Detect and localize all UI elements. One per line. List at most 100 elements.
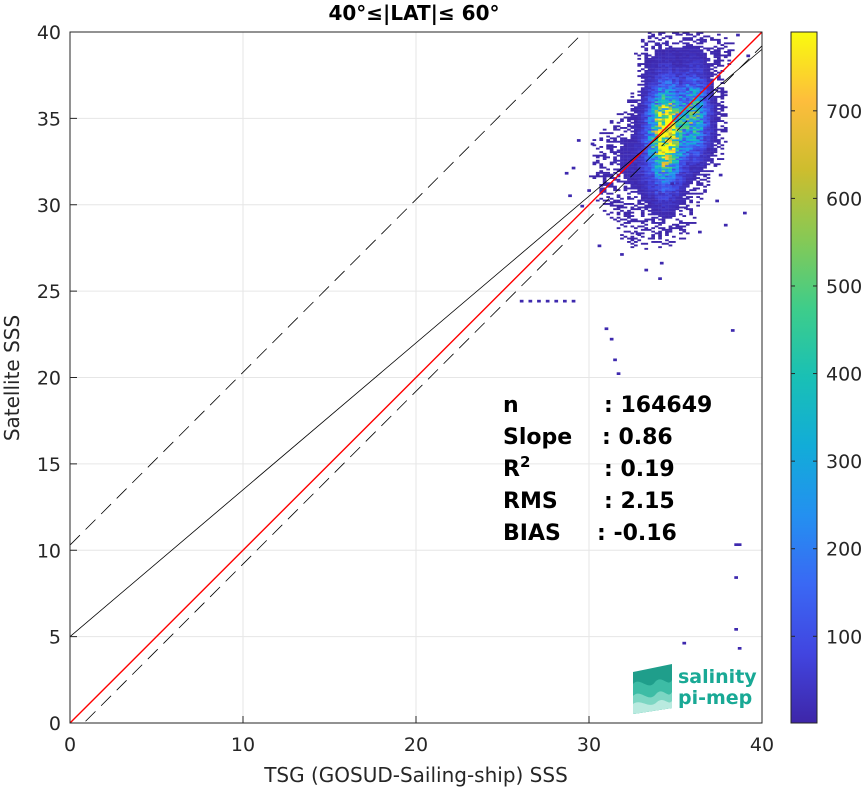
heatmap-cell <box>654 80 659 83</box>
heatmap-cell <box>692 151 697 154</box>
heatmap-cell <box>699 56 704 59</box>
heatmap-cell <box>654 165 659 167</box>
heatmap-cell <box>699 142 704 145</box>
heatmap-cell <box>696 196 700 198</box>
heatmap-cell <box>630 218 635 221</box>
heatmap-cell <box>699 135 704 138</box>
heatmap-cell <box>651 120 655 122</box>
heatmap-cell <box>602 154 607 157</box>
heatmap-cell <box>647 125 652 128</box>
heatmap-cell <box>595 154 600 157</box>
heatmap-cell <box>630 171 635 174</box>
heatmap-cell <box>630 114 635 117</box>
heatmap-cell <box>720 54 725 57</box>
stat-label: R2 <box>503 453 530 482</box>
heatmap-cell <box>661 111 666 114</box>
heatmap-cell <box>692 216 697 219</box>
heatmap-cell <box>634 125 638 128</box>
heatmap-cell <box>675 95 680 98</box>
heatmap-cell <box>720 78 725 81</box>
heatmap-cell <box>675 111 680 114</box>
heatmap-cell <box>689 111 693 114</box>
heatmap-cell <box>699 87 704 90</box>
heatmap-cell <box>696 113 700 116</box>
heatmap-cell <box>692 161 697 164</box>
heatmap-cell <box>720 113 725 116</box>
heatmap-cell <box>637 116 642 119</box>
heatmap-cell <box>743 211 747 215</box>
heatmap-cell <box>675 125 680 128</box>
heatmap-cell <box>620 118 624 121</box>
heatmap-cell <box>602 152 607 155</box>
heatmap-cell <box>644 168 649 171</box>
heatmap-cell <box>651 241 655 243</box>
heatmap-cell <box>723 130 728 133</box>
heatmap-cell <box>627 173 631 176</box>
heatmap-cell <box>640 159 645 162</box>
heatmap-cell <box>640 170 645 173</box>
heatmap-cell <box>710 51 714 53</box>
heatmap-cell <box>692 137 697 140</box>
heatmap-cell <box>637 111 642 114</box>
heatmap-cell <box>623 168 628 171</box>
heatmap-cell <box>682 106 687 109</box>
heatmap-cell <box>672 139 676 141</box>
heatmap-cell <box>679 132 683 135</box>
heatmap-cell <box>613 156 617 159</box>
heatmap-cell <box>627 159 631 162</box>
heatmap-cell <box>682 161 687 164</box>
heatmap-cell <box>685 146 690 148</box>
heatmap-cell <box>672 165 676 167</box>
heatmap-cell <box>672 227 676 230</box>
heatmap-cell <box>658 178 662 181</box>
heatmap-cell <box>685 89 690 91</box>
heatmap-cell <box>651 196 655 198</box>
heatmap-cell <box>634 133 638 136</box>
heatmap-cell <box>685 54 690 57</box>
heatmap-cell <box>685 101 690 103</box>
heatmap-cell <box>658 57 662 60</box>
heatmap-cell <box>665 87 669 90</box>
heatmap-cell <box>717 64 721 67</box>
stat-label-text: n <box>503 393 519 418</box>
x-axis-ticks: 0 10 20 30 40 <box>64 716 774 756</box>
heatmap-cell <box>685 73 690 76</box>
heatmap-cell <box>713 113 718 116</box>
heatmap-cell <box>668 142 673 145</box>
heatmap-cell <box>620 151 624 154</box>
heatmap-cell <box>668 54 673 57</box>
heatmap-cell <box>699 106 704 109</box>
heatmap-cell <box>644 54 649 57</box>
heatmap-cell <box>706 92 711 95</box>
heatmap-cell <box>630 118 635 121</box>
heatmap-cell <box>699 121 704 124</box>
heatmap-cell <box>685 102 690 105</box>
heatmap-cell <box>637 182 642 185</box>
heatmap-cell <box>689 175 693 178</box>
heatmap-cell <box>730 49 735 52</box>
heatmap-cell <box>658 113 662 116</box>
heatmap-cell <box>668 225 673 228</box>
heatmap-cell <box>685 92 690 95</box>
heatmap-cell <box>675 156 680 159</box>
heatmap-cell <box>682 76 687 79</box>
heatmap-cell <box>727 42 732 45</box>
heatmap-cell <box>682 54 687 57</box>
heatmap-cell <box>685 47 690 50</box>
heatmap-cell <box>679 184 683 186</box>
heatmap-cell <box>647 111 652 114</box>
heatmap-cell <box>661 184 666 186</box>
heatmap-cell <box>661 64 666 67</box>
heatmap-cell <box>672 171 676 174</box>
heatmap-cell <box>665 66 669 69</box>
heatmap-cell <box>651 204 655 207</box>
heatmap-cell <box>630 127 635 129</box>
heatmap-cell <box>637 106 642 109</box>
heatmap-cell <box>685 33 690 36</box>
heatmap-cell <box>634 163 638 166</box>
heatmap-cell <box>654 232 659 235</box>
heatmap-cell <box>706 35 711 38</box>
heatmap-cell <box>640 192 645 195</box>
heatmap-cell <box>647 156 652 159</box>
heatmap-cell <box>672 70 676 72</box>
